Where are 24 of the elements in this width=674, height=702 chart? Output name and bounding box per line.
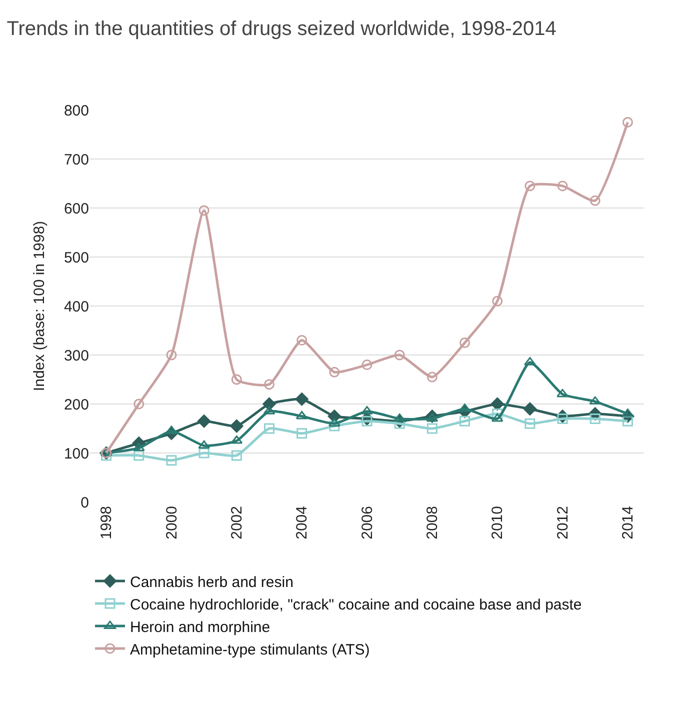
legend-label: Amphetamine-type stimulants (ATS)	[130, 641, 370, 658]
legend-label: Heroin and morphine	[130, 618, 270, 636]
y-tick-label: 500	[64, 249, 89, 266]
y-tick-label: 700	[64, 151, 89, 168]
x-tick-label: 2006	[358, 506, 376, 540]
x-tick-label: 2014	[620, 506, 637, 540]
y-tick-label: 100	[64, 445, 89, 462]
y-axis-title: Index (base: 100 in 1998)	[31, 220, 48, 392]
chart-title: Trends in the quantities of drugs seized worldwide, 1998-2014	[6, 18, 556, 40]
x-tick-label: 2002	[228, 506, 246, 540]
x-tick-label: 2010	[489, 506, 506, 540]
y-tick-label: 0	[80, 494, 89, 512]
y-tick-label: 600	[64, 200, 89, 218]
legend-label: Cocaine hydrochloride, "crack" cocaine and cocaine base and paste	[130, 596, 582, 614]
x-tick-label: 2012	[554, 506, 572, 540]
y-tick-label: 200	[64, 396, 89, 414]
x-tick-label: 2000	[163, 506, 180, 540]
x-tick-label: 2008	[424, 506, 442, 540]
y-tick-label: 400	[64, 298, 89, 316]
y-tick-label: 300	[64, 347, 89, 364]
y-tick-label: 800	[64, 102, 89, 120]
x-tick-label: 2004	[294, 506, 311, 540]
legend-label: Cannabis herb and resin	[130, 574, 294, 591]
x-tick-label: 1998	[98, 506, 116, 540]
